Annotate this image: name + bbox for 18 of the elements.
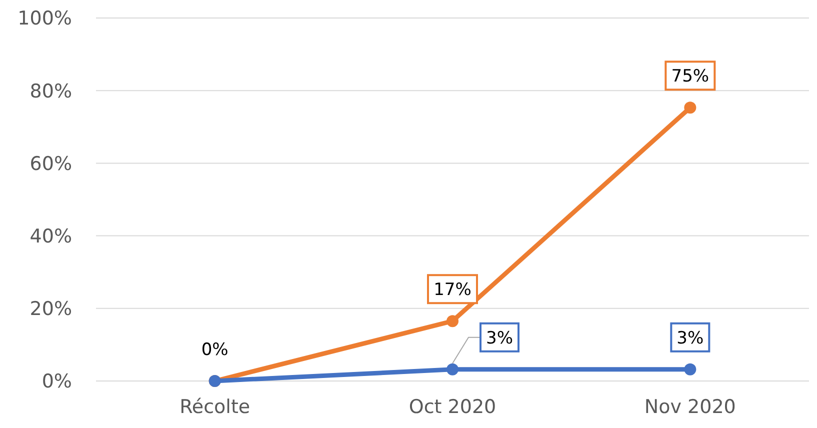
annotation: 0% xyxy=(201,340,228,360)
x-tick-label: Récolte xyxy=(180,396,250,418)
point xyxy=(446,315,458,328)
y-tick-label: 100% xyxy=(18,8,72,30)
y-tick-label: 40% xyxy=(30,225,72,248)
data-label: 3% xyxy=(486,328,513,348)
point xyxy=(684,363,696,376)
data-label: 3% xyxy=(676,328,704,348)
x-tick-label: Oct 2020 xyxy=(408,396,496,418)
y-tick-label: 0% xyxy=(42,370,72,393)
y-tick-label: 80% xyxy=(30,80,72,102)
point xyxy=(684,102,696,114)
x-tick-label: Nov 2020 xyxy=(644,396,736,418)
data-label: 75% xyxy=(671,66,710,87)
data-label: 17% xyxy=(434,280,472,300)
y-tick-label: 20% xyxy=(30,298,72,320)
y-tick-label: 60% xyxy=(30,152,72,175)
point xyxy=(446,363,458,376)
